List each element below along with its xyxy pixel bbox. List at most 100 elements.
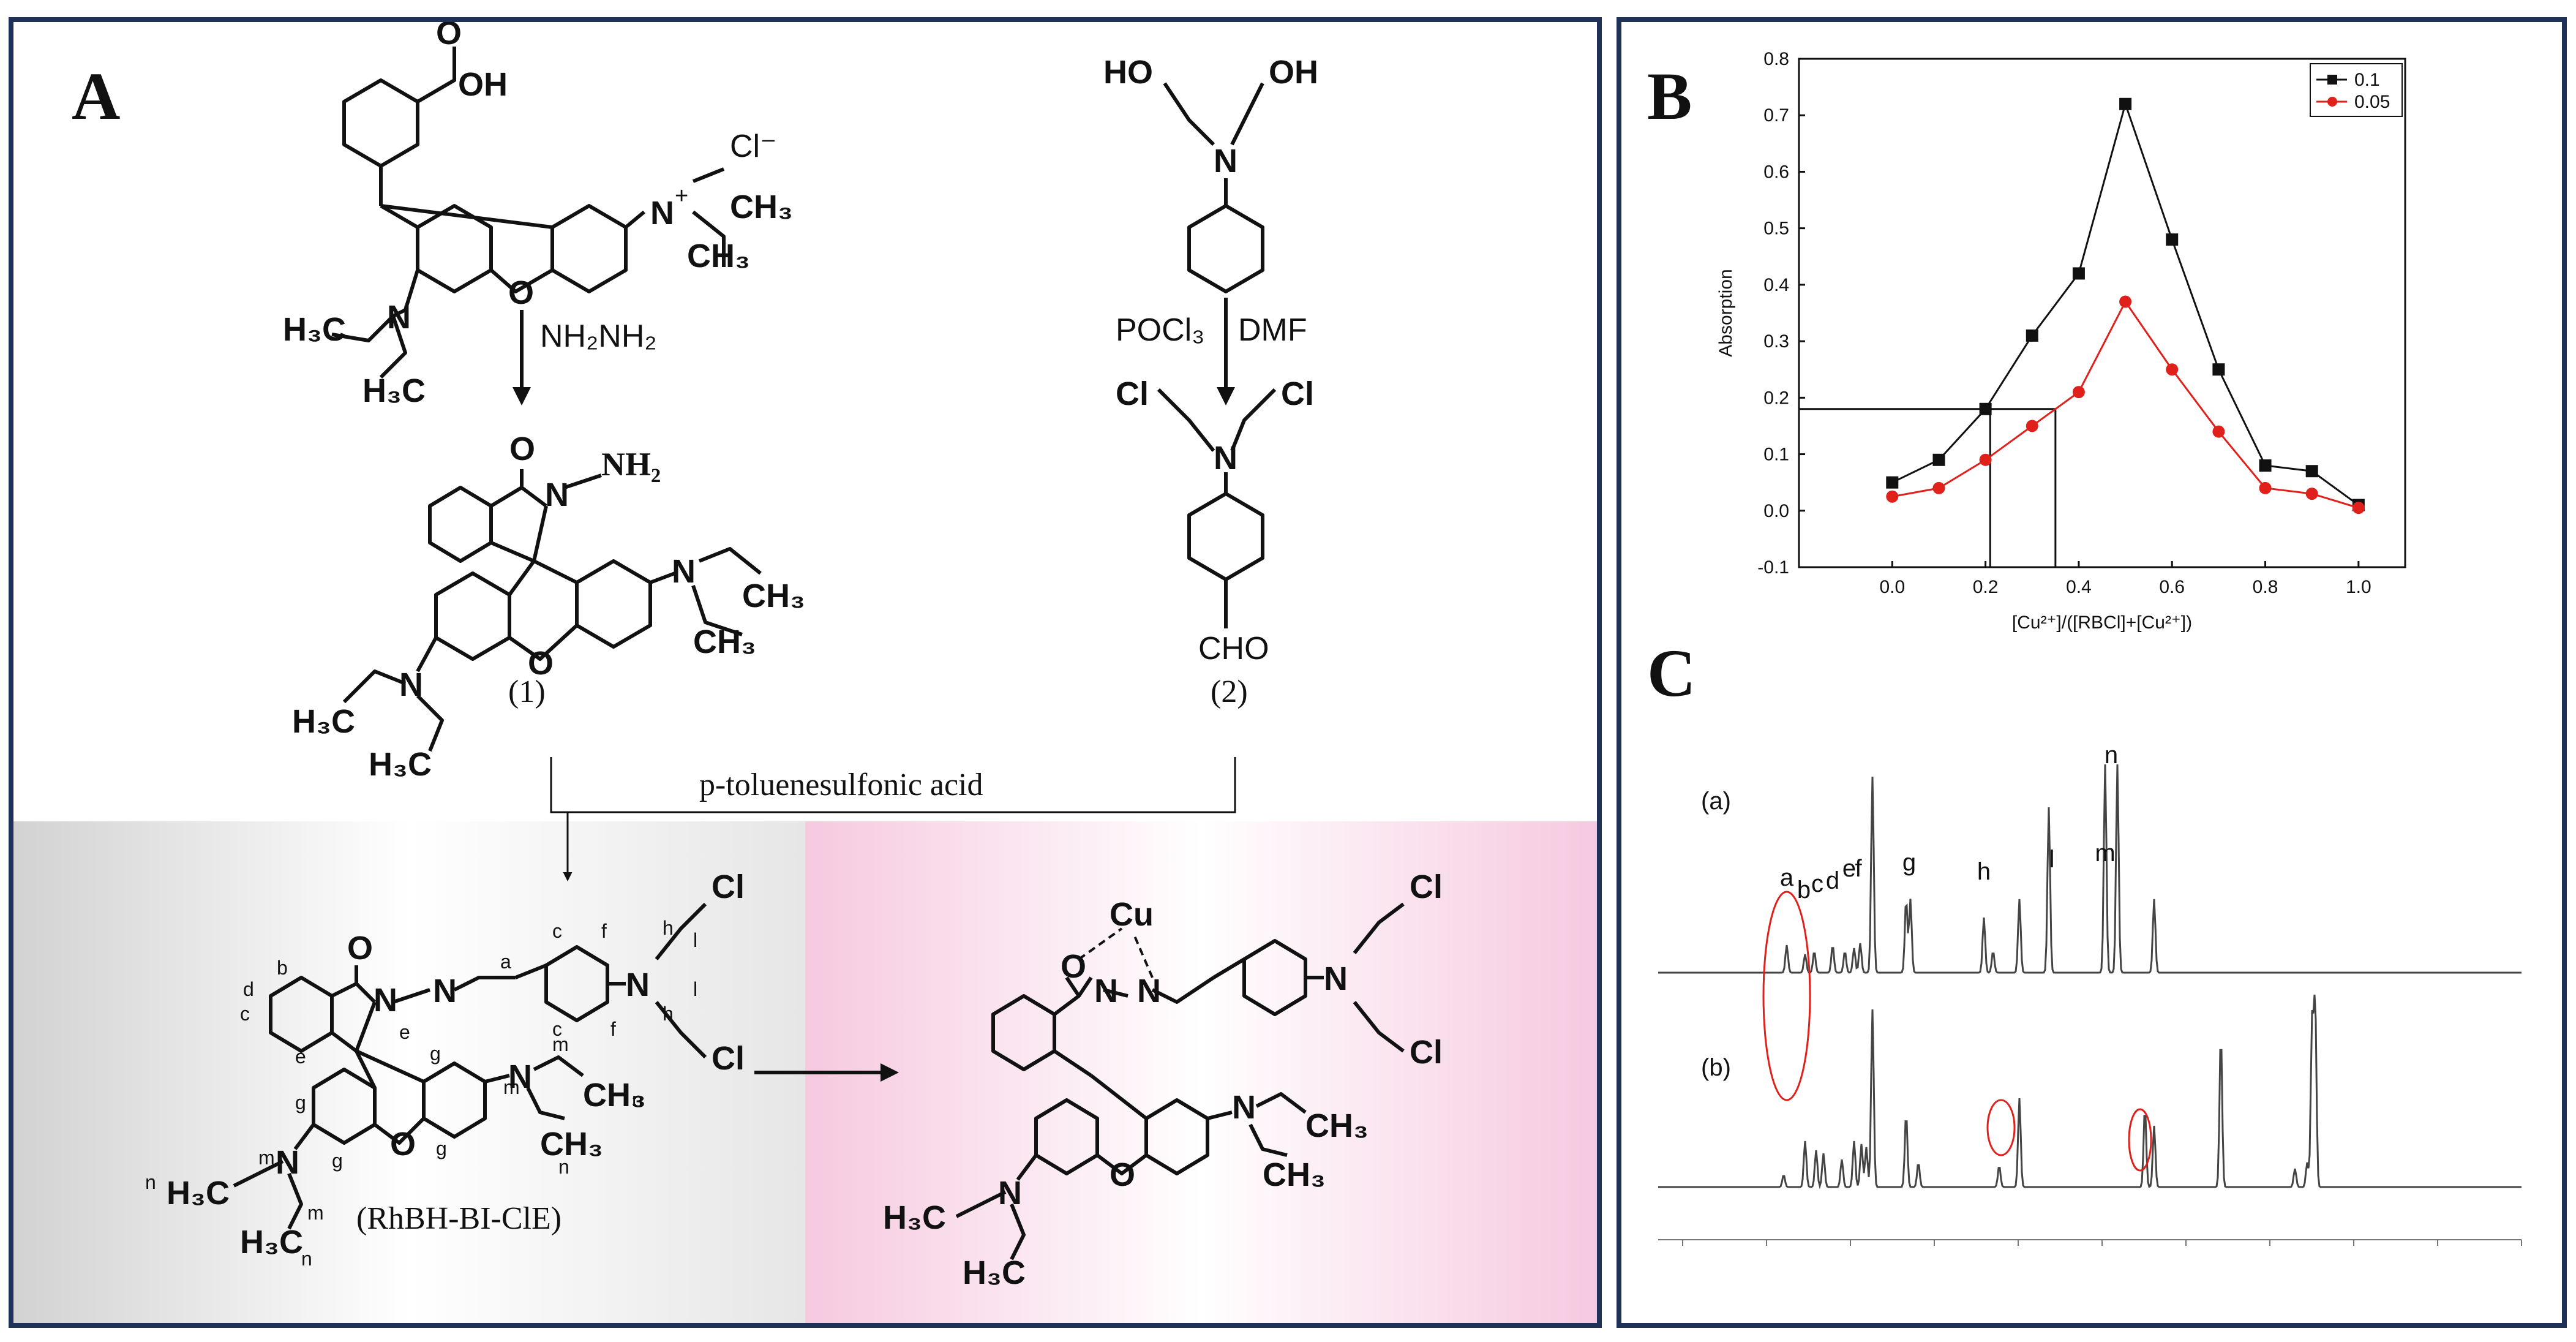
carbonyl-o: O: [436, 22, 462, 51]
amine-n: N: [387, 299, 411, 336]
chloro-label: Cl: [712, 869, 745, 905]
amine-n: N: [998, 1175, 1022, 1212]
proton-letter: n: [632, 1088, 643, 1110]
trace-b-label: (b): [1701, 1054, 1731, 1081]
chloro-label: Cl: [1410, 869, 1443, 905]
data-point: [1886, 476, 1899, 489]
panel-bc-charts: B C 0.0 0.2 0.4 0.6 0.8 1.0 -0.1 0.0 0.1 0.2 0.3 0.…: [1617, 17, 2567, 1328]
panel-a-synthesis-scheme: O OH O N + Cl⁻ CH₃ CH₃ N H₃C H₃C NH₂NH₂: [9, 17, 1602, 1328]
data-point: [2212, 425, 2225, 438]
imine-n: N: [433, 973, 457, 1009]
methyl-label: CH₃: [742, 578, 805, 614]
methyl-label: H₃C: [167, 1175, 230, 1212]
proton-letter: h: [663, 917, 674, 939]
proton-letter: n: [301, 1248, 312, 1270]
legend-marker: [2327, 75, 2337, 85]
amine-nh2: NH₂: [601, 446, 661, 483]
methyl-label: CH₃: [540, 1126, 603, 1163]
lactam-n: N: [374, 982, 397, 1019]
data-point: [2305, 465, 2318, 478]
y-tick-label: 0.3: [1763, 331, 1789, 352]
job-plot-legend: 0.10.05: [2310, 63, 2403, 117]
trace-a-label: (a): [1701, 788, 1731, 815]
legend-label: 0.05: [2354, 92, 2390, 112]
ptsa-reagent: p-toluenesulfonic acid: [699, 767, 983, 802]
x-tick-label: 0.4: [2066, 577, 2092, 597]
rhodamine-b-structure: [331, 47, 726, 379]
data-point: [1886, 490, 1899, 503]
methyl-label: CH₃: [687, 238, 750, 274]
proton-letter: d: [243, 978, 254, 1000]
proton-letter: g: [436, 1137, 447, 1159]
data-point: [2212, 363, 2225, 376]
iminium-charge: +: [675, 183, 688, 209]
xanthene-o: O: [528, 645, 554, 682]
data-point: [2166, 363, 2179, 376]
legend-box: [2310, 63, 2403, 117]
peak-label: e: [1842, 855, 1856, 882]
y-tick-label: 0.1: [1763, 445, 1789, 465]
y-tick-label: 0.0: [1763, 501, 1789, 521]
nmr-trace-a: [1658, 764, 2522, 974]
y-tick-label: 0.8: [1763, 49, 1789, 69]
proton-letter: c: [552, 920, 562, 942]
proton-letter: e: [295, 1046, 306, 1068]
methyl-label: CH₃: [1263, 1156, 1326, 1193]
nmr-trace-b: [1658, 994, 2522, 1189]
proton-letter: g: [430, 1042, 441, 1065]
hydroxyl-label: OH: [458, 66, 508, 103]
probe-label: (RhBH-BI-ClE): [356, 1201, 561, 1236]
proton-letter: f: [610, 1018, 616, 1040]
peak-label: l: [2049, 846, 2055, 873]
compound-1-structure: [342, 469, 762, 752]
compound-2-label: (2): [1211, 674, 1248, 709]
data-point: [2072, 267, 2085, 280]
diethanolamine-structure: [1163, 82, 1264, 293]
peak-label: m: [2095, 840, 2115, 867]
amine-n: N: [276, 1144, 299, 1181]
proton-letter: l: [693, 978, 697, 1000]
data-point: [2305, 488, 2318, 500]
compound-2-structure: [1157, 388, 1277, 628]
legend-marker: [2327, 97, 2337, 107]
data-point: [1979, 453, 1992, 466]
copper-label: Cu: [1110, 896, 1154, 933]
data-point: [1979, 402, 1992, 415]
y-tick-label: 0.4: [1763, 275, 1789, 295]
proton-letter: m: [258, 1147, 275, 1169]
x-tick-label: 0.8: [2253, 577, 2278, 597]
peak-label: n: [2105, 742, 2118, 769]
job-plot-reference-lines: [1799, 408, 2057, 567]
chloro-label: Cl: [1116, 375, 1149, 412]
hydrazone-n: N: [1137, 973, 1161, 1009]
methyl-label: H₃C: [883, 1199, 946, 1236]
probe-structure: [233, 902, 707, 1230]
x-tick-label: 0.6: [2159, 577, 2185, 597]
iminium-n: N: [650, 195, 674, 232]
chloro-label: Cl: [712, 1040, 745, 1077]
xanthene-o: O: [1110, 1156, 1135, 1193]
data-point: [2119, 97, 2132, 110]
proton-letter: g: [332, 1150, 343, 1172]
amine-n: N: [1232, 1089, 1256, 1126]
methyl-label: H₃C: [283, 311, 346, 348]
compound-1-label: (1): [508, 674, 546, 709]
panel-b-letter: B: [1647, 59, 1692, 134]
hydroxyl-label: HO: [1103, 54, 1153, 91]
carbonyl-o: O: [1061, 948, 1086, 985]
amine-n: N: [508, 1058, 532, 1095]
data-point: [2026, 420, 2038, 432]
highlight-circle: [2128, 1108, 2152, 1172]
data-point: [2259, 459, 2272, 472]
methyl-label: H₃C: [292, 703, 355, 740]
amine-n: N: [626, 967, 650, 1003]
proton-letter: b: [277, 957, 288, 979]
copper-complex-structure: [955, 902, 1405, 1261]
y-tick-label: 0.7: [1763, 105, 1789, 126]
amine-n: N: [672, 553, 696, 590]
job-plot-chart: 0.0 0.2 0.4 0.6 0.8 1.0 -0.1 0.0 0.1 0.2 0.3 0.4 0.5…: [1716, 49, 2406, 633]
data-point: [2072, 386, 2085, 399]
data-point: [2026, 329, 2038, 342]
amine-n: N: [399, 666, 423, 703]
condensation-connector: [550, 757, 1236, 813]
